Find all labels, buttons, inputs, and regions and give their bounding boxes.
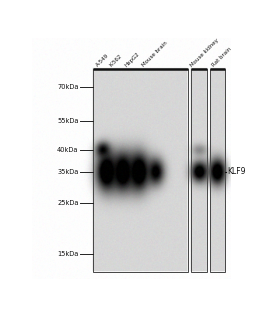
Bar <box>191 69 207 272</box>
Text: 15kDa: 15kDa <box>57 251 79 257</box>
Text: 35kDa: 35kDa <box>57 169 79 175</box>
Text: K-562: K-562 <box>109 53 123 68</box>
Text: KLF9: KLF9 <box>227 167 246 176</box>
Bar <box>210 69 226 272</box>
Text: Rat brain: Rat brain <box>211 46 232 68</box>
Text: 70kDa: 70kDa <box>57 84 79 90</box>
Text: Mouse kidney: Mouse kidney <box>189 38 219 68</box>
Text: 40kDa: 40kDa <box>57 147 79 153</box>
Text: A-549: A-549 <box>95 53 110 68</box>
Text: 55kDa: 55kDa <box>57 118 79 124</box>
Text: 25kDa: 25kDa <box>57 200 79 206</box>
Bar <box>92 69 188 272</box>
Text: HepG2: HepG2 <box>124 51 141 68</box>
Text: Mouse brain: Mouse brain <box>142 41 169 68</box>
